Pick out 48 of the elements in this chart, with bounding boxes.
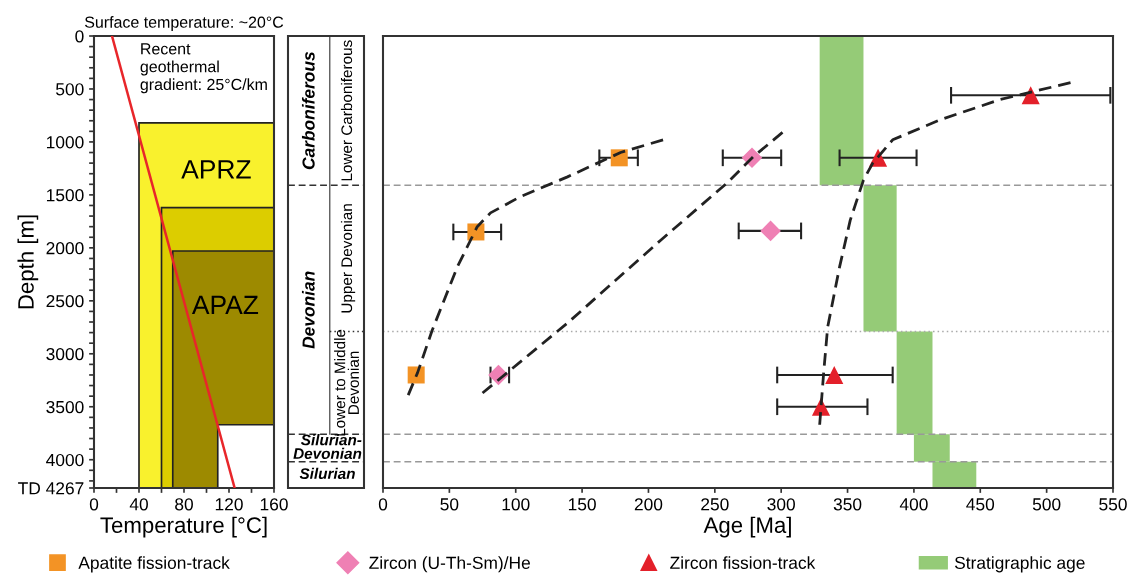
y-tick-label: 0 — [75, 30, 84, 43]
text: Lower to Middle Devonian — [334, 329, 359, 436]
text: Silurian — [299, 467, 355, 480]
x-axis-title: Temperature [°C] — [100, 516, 267, 538]
y-tick-label: TD 4267 — [18, 482, 84, 495]
text: Carboniferous — [301, 51, 315, 170]
y-axis-title: Depth [m] — [17, 215, 39, 309]
x-tick-label: 300 — [767, 498, 795, 511]
x-tick-label: 120 — [215, 498, 243, 511]
legend-label: Zircon (U-Th-Sm)/He — [369, 556, 530, 573]
y-tick-label: 1500 — [46, 189, 84, 202]
legend-label: Zircon fission-track — [670, 556, 816, 569]
text: Upper Devonian — [340, 204, 356, 313]
x-tick-label: 40 — [129, 498, 148, 511]
x-tick-label: 0 — [378, 498, 388, 511]
chart-title: Surface temperature: ~20°C — [84, 16, 284, 31]
x-tick-label: 250 — [701, 498, 729, 511]
point — [760, 220, 781, 242]
y-tick-label: 3000 — [46, 347, 84, 361]
y-tick-label: 2500 — [46, 294, 84, 308]
x-tick-label: 200 — [634, 498, 663, 511]
y-tick-label: 1000 — [46, 136, 84, 149]
x-tick-label: 80 — [175, 498, 193, 511]
text: Silurian- Devonian — [293, 434, 362, 460]
x-tick-label: 550 — [1099, 498, 1127, 511]
y-tick-label: 500 — [56, 83, 84, 96]
x-tick-label: 350 — [833, 498, 862, 511]
x-tick-label: 100 — [502, 498, 530, 511]
legend-label: Stratigraphic age — [954, 556, 1085, 573]
annotation: Recent geothermal gradient: 25°C/km — [140, 43, 267, 94]
x-tick-label: 150 — [568, 498, 596, 511]
x-tick-label: 500 — [1032, 498, 1061, 511]
y-tick-label: 2000 — [46, 242, 84, 255]
x-tick-label: 400 — [899, 498, 928, 511]
x-tick-label: 0 — [89, 498, 99, 511]
annotation: APRZ — [181, 160, 251, 179]
x-tick-label: 50 — [440, 498, 459, 511]
y-tick-label: 3500 — [46, 400, 84, 414]
x-axis-title: Age [Ma] — [703, 516, 791, 538]
point — [825, 365, 844, 385]
annotation: APAZ — [191, 295, 259, 315]
text: Lower Carboniferous — [340, 40, 353, 181]
text: Devonian — [301, 271, 315, 349]
x-tick-label: 160 — [260, 498, 288, 511]
point — [741, 147, 763, 169]
y-tick-label: 4000 — [46, 453, 84, 467]
x-tick-label: 450 — [966, 498, 995, 511]
legend-label: Apatite fission-track — [78, 556, 230, 573]
